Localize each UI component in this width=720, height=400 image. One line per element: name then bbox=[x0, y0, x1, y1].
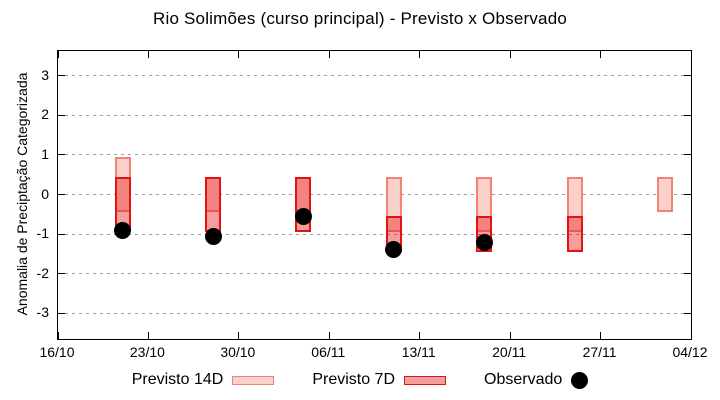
xtick-label-30-10: 30/10 bbox=[220, 344, 256, 360]
ytick-right bbox=[684, 233, 691, 235]
ytick-left bbox=[58, 154, 65, 156]
xtick-label-20-11: 20/11 bbox=[492, 344, 527, 360]
legend-label: Observado bbox=[484, 371, 563, 388]
xtick-bottom bbox=[147, 332, 149, 339]
xtick-label-06-11: 06/11 bbox=[311, 344, 346, 360]
ytick-label-2: 2 bbox=[41, 106, 49, 123]
gridline-y1 bbox=[58, 154, 691, 156]
xtick-top bbox=[690, 51, 692, 58]
xtick-bottom bbox=[509, 332, 511, 339]
previsto-7d-box-1 bbox=[205, 176, 222, 233]
xtick-bottom bbox=[419, 332, 421, 339]
previsto-14d-box-6 bbox=[657, 176, 674, 213]
legend-item-box14: Previsto 14D bbox=[132, 371, 275, 389]
xtick-bottom bbox=[600, 332, 602, 339]
ytick-label-0: 0 bbox=[41, 185, 49, 202]
gridline-y-3 bbox=[58, 312, 691, 314]
gridline-y-2 bbox=[58, 273, 691, 275]
observado-dot-0 bbox=[114, 221, 132, 239]
ytick-left bbox=[58, 312, 65, 314]
xtick-bottom bbox=[238, 332, 240, 339]
previsto-14d-box-4 bbox=[476, 176, 493, 233]
ytick-left bbox=[58, 233, 65, 235]
chart-title: Rio Solimões (curso principal) - Previst… bbox=[152, 9, 568, 28]
observado-dot-1 bbox=[204, 227, 222, 245]
gridline-y0 bbox=[58, 194, 691, 195]
xtick-label-13-11: 13/11 bbox=[401, 344, 436, 360]
xtick-bottom bbox=[690, 332, 692, 339]
ytick-right bbox=[684, 273, 691, 275]
legend-item-box7: Previsto 7D bbox=[312, 371, 447, 389]
ytick-left bbox=[58, 194, 65, 195]
previsto-14d-box-3 bbox=[385, 176, 402, 233]
ytick-label--1: -1 bbox=[36, 225, 49, 242]
ytick-right bbox=[684, 75, 691, 77]
legend-label: Previsto 7D bbox=[312, 371, 396, 388]
ytick-label-1: 1 bbox=[41, 145, 49, 162]
ytick-left bbox=[58, 75, 65, 77]
previsto-14d-box-5 bbox=[566, 176, 583, 233]
ytick-left bbox=[58, 114, 65, 116]
previsto-7d-box-5 bbox=[566, 216, 583, 252]
xtick-top bbox=[419, 51, 421, 58]
ytick-left bbox=[58, 273, 65, 275]
plot-area bbox=[57, 50, 692, 340]
xtick-bottom bbox=[57, 332, 59, 339]
ytick-right bbox=[684, 114, 691, 116]
observado-dot-sample bbox=[571, 371, 589, 389]
gridline-y2 bbox=[58, 114, 691, 116]
xtick-top bbox=[600, 51, 602, 58]
observado-dot-2 bbox=[294, 207, 312, 225]
ytick-label--3: -3 bbox=[36, 304, 49, 321]
xtick-label-16-10: 16/10 bbox=[39, 344, 75, 360]
gridline-y3 bbox=[58, 75, 691, 77]
xtick-top bbox=[328, 51, 330, 58]
xtick-bottom bbox=[328, 332, 330, 339]
ytick-right bbox=[684, 312, 691, 314]
gridline-y-1 bbox=[58, 233, 691, 235]
legend-item-dot: Observado bbox=[484, 371, 589, 389]
xtick-label-27-11: 27/11 bbox=[582, 344, 617, 360]
ytick-right bbox=[684, 194, 691, 195]
ytick-label--2: -2 bbox=[36, 264, 49, 281]
observado-dot-4 bbox=[475, 233, 493, 251]
previsto-14d-swatch bbox=[232, 375, 275, 385]
xtick-label-23-10: 23/10 bbox=[129, 344, 165, 360]
ytick-label-3: 3 bbox=[41, 66, 49, 83]
xtick-top bbox=[509, 51, 511, 58]
xtick-top bbox=[147, 51, 149, 58]
chart-legend: Previsto 14D Previsto 7D Observado bbox=[0, 371, 720, 389]
xtick-top bbox=[57, 51, 59, 58]
xtick-top bbox=[238, 51, 240, 58]
ytick-right bbox=[684, 154, 691, 156]
legend-label: Previsto 14D bbox=[131, 371, 224, 388]
observado-dot-3 bbox=[385, 241, 403, 259]
previsto-7d-swatch bbox=[404, 375, 447, 385]
xtick-label-04-12: 04/12 bbox=[672, 344, 708, 360]
